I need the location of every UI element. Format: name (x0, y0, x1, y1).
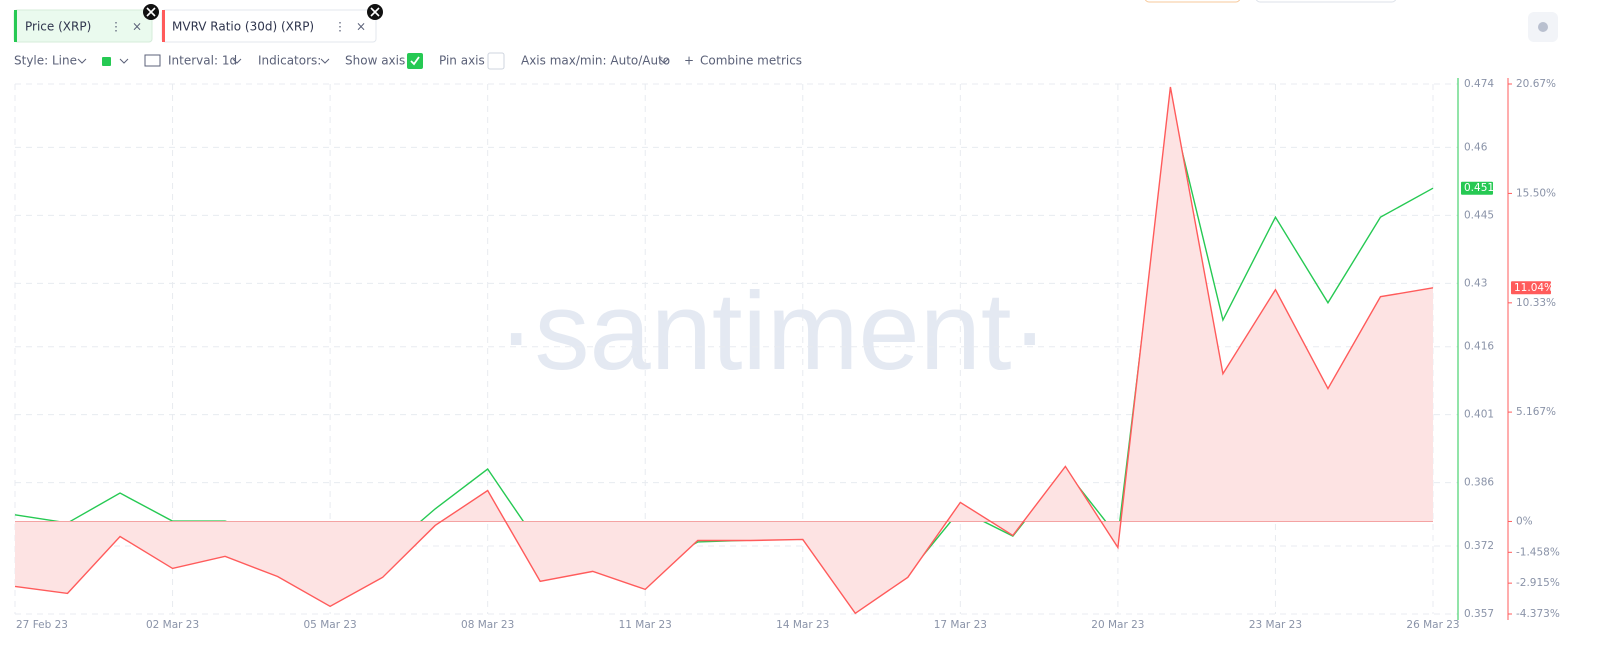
value-label: 11.04% (1514, 282, 1554, 294)
x-tick-label: 14 Mar 23 (776, 619, 829, 631)
tab-close: × (132, 20, 142, 34)
y2-tick-label: -2.915% (1516, 577, 1560, 589)
x-tick-label: 11 Mar 23 (619, 619, 672, 631)
y-tick-label: 0.43 (1464, 277, 1487, 289)
axis-range-select[interactable]: Axis max/min: Auto/Auto (521, 54, 670, 68)
area (15, 86, 1433, 614)
x-tick-label: 08 Mar 23 (461, 619, 514, 631)
show-axis-label[interactable]: Show axis (345, 54, 405, 68)
line (14, 86, 1434, 615)
chevrons (77, 58, 669, 64)
remove-icon-x (146, 7, 156, 17)
value-label: 0.451 (1464, 182, 1494, 194)
tab-menu: ⋮ (110, 20, 122, 34)
tab-menu: ⋮ (334, 20, 346, 34)
tab-marker (162, 10, 165, 42)
tab-marker (14, 10, 17, 42)
tab[interactable]: MVRV Ratio (30d) (XRP) ⋮ × (161, 9, 377, 43)
show-axis-checkbox[interactable] (407, 53, 423, 69)
y2-tick-label: 15.50% (1516, 187, 1556, 199)
pin-axis-label[interactable]: Pin axis (439, 54, 485, 68)
y-tick-label: 0.474 (1464, 78, 1494, 90)
indicators-select[interactable]: Indicators: (258, 54, 321, 68)
tab[interactable]: Price (XRP) ⋮ × (13, 9, 153, 43)
y2-tick-label: -1.458% (1516, 546, 1560, 558)
tab-label: Price (XRP) (25, 20, 91, 34)
value-badge (1461, 181, 1493, 195)
y2-tick-label: 20.67% (1516, 78, 1556, 90)
combine-icon: + (684, 54, 694, 68)
y-tick-label: 0.386 (1464, 477, 1494, 489)
y2-tick-label: 10.33% (1516, 297, 1556, 309)
x-tick-label: 20 Mar 23 (1091, 619, 1144, 631)
x-tick-label: 17 Mar 23 (934, 619, 987, 631)
interval-icon (144, 54, 161, 67)
x-tick-label: 26 Mar 23 (1406, 619, 1459, 631)
color-select[interactable] (102, 57, 111, 66)
x-tick-label: 27 Feb 23 (16, 619, 68, 631)
top-button[interactable] (1144, 0, 1241, 3)
tab-label: MVRV Ratio (30d) (XRP) (172, 20, 314, 34)
remove-icon-x (370, 7, 380, 17)
check-icon (410, 56, 420, 66)
y-tick-label: 0.401 (1464, 409, 1494, 421)
pin-axis-checkbox[interactable] (487, 52, 505, 70)
y2-tick-label: 0% (1516, 515, 1533, 527)
y2-tick-label: -4.373% (1516, 608, 1560, 620)
combine-metrics-button[interactable]: Combine metrics (700, 54, 802, 68)
value-badge (1511, 281, 1551, 295)
x-tick-label: 02 Mar 23 (146, 619, 199, 631)
y-tick-label: 0.445 (1464, 209, 1494, 221)
y-tick-label: 0.46 (1464, 141, 1488, 153)
y-tick-label: 0.372 (1464, 540, 1494, 552)
style-select[interactable]: Style: Line (14, 54, 77, 68)
watermark: ·santiment· (498, 270, 1048, 393)
y-tick-label: 0.416 (1464, 341, 1494, 353)
top-button[interactable] (1255, 0, 1397, 3)
settings-icon (1538, 22, 1548, 32)
interval-select[interactable]: Interval: 1d (168, 54, 237, 68)
x-tick-label: 05 Mar 23 (304, 619, 357, 631)
x-tick-label: 23 Mar 23 (1249, 619, 1302, 631)
y2-tick-label: 5.167% (1516, 406, 1556, 418)
tab-close: × (356, 20, 366, 34)
y-tick-label: 0.357 (1464, 608, 1494, 620)
